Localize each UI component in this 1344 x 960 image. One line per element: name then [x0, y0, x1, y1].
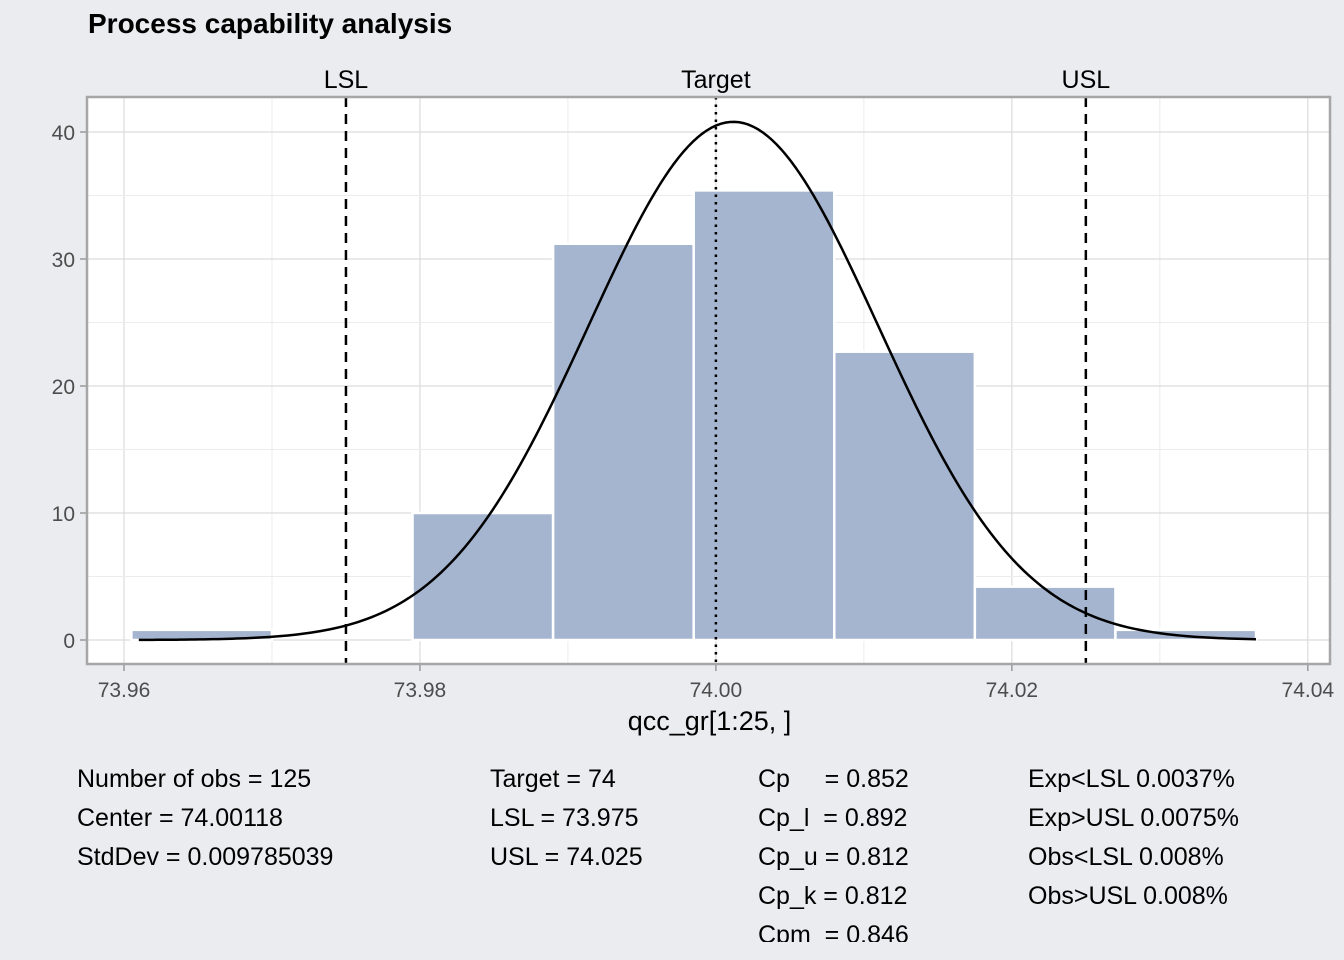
stat-usl: USL = 74.025 [490, 843, 643, 871]
x-tick-label: 74.04 [1282, 679, 1335, 702]
histogram-bar [973, 585, 1117, 642]
stats-summary-column: Number of obs = 125 Center = 74.00118 St… [77, 760, 333, 877]
stats-percent-column: Exp<LSL 0.0037% Exp>USL 0.0075% Obs<LSL … [1028, 760, 1239, 916]
stats-indices-column: Cp = 0.852 Cp_l = 0.892 Cp_u = 0.812 Cp_… [758, 760, 909, 942]
x-tick-label: 73.98 [394, 679, 447, 702]
stat-cpm: Cpm = 0.846 [758, 921, 909, 942]
x-axis-title: qcc_gr[1:25, ] [628, 706, 792, 736]
stat-exp-lsl: Exp<LSL 0.0037% [1028, 765, 1235, 793]
stat-stddev: StdDev = 0.009785039 [77, 843, 334, 871]
x-tick-label: 74.02 [986, 679, 1039, 702]
chart-title: Process capability analysis [88, 8, 453, 39]
stat-lsl: LSL = 73.975 [490, 804, 639, 832]
y-tick-label: 10 [52, 503, 75, 526]
normal-density-curve [138, 120, 1257, 642]
x-tick-label: 74.00 [690, 679, 743, 702]
stat-cp: Cp = 0.852 [758, 765, 909, 793]
histogram-bar [551, 242, 695, 642]
stat-obs-lsl: Obs<LSL 0.008% [1028, 843, 1224, 871]
stats-spec-column: Target = 74 LSL = 73.975 USL = 74.025 [490, 760, 643, 877]
stat-obs-usl: Obs>USL 0.008% [1028, 882, 1228, 910]
y-tick-label: 20 [52, 376, 75, 399]
stat-target: Target = 74 [490, 765, 616, 793]
plot-border [85, 95, 1332, 666]
histogram-bar [692, 189, 836, 642]
stat-cp-k: Cp_k = 0.812 [758, 882, 908, 910]
histogram-bar [411, 511, 555, 642]
axis-ticks: 73.96 73.98 74.00 74.02 74.04 0 10 20 30 40 [52, 122, 1335, 702]
stat-number-of-obs: Number of obs = 125 [77, 765, 312, 793]
x-tick-label: 73.96 [98, 679, 151, 702]
stat-cp-u: Cp_u = 0.812 [758, 843, 909, 871]
stat-cp-l: Cp_l = 0.892 [758, 804, 908, 832]
y-tick-label: 40 [52, 122, 75, 145]
ref-label-target: Target [681, 66, 751, 94]
y-tick-label: 30 [52, 249, 75, 272]
ref-label-lsl: LSL [324, 66, 369, 94]
stat-exp-usl: Exp>USL 0.0075% [1028, 804, 1240, 832]
reference-lines: LSL Target USL [324, 66, 1111, 664]
ref-label-usl: USL [1062, 66, 1111, 94]
y-tick-label: 0 [63, 630, 75, 653]
stat-center: Center = 74.00118 [77, 804, 283, 832]
histogram-bar [833, 350, 977, 642]
